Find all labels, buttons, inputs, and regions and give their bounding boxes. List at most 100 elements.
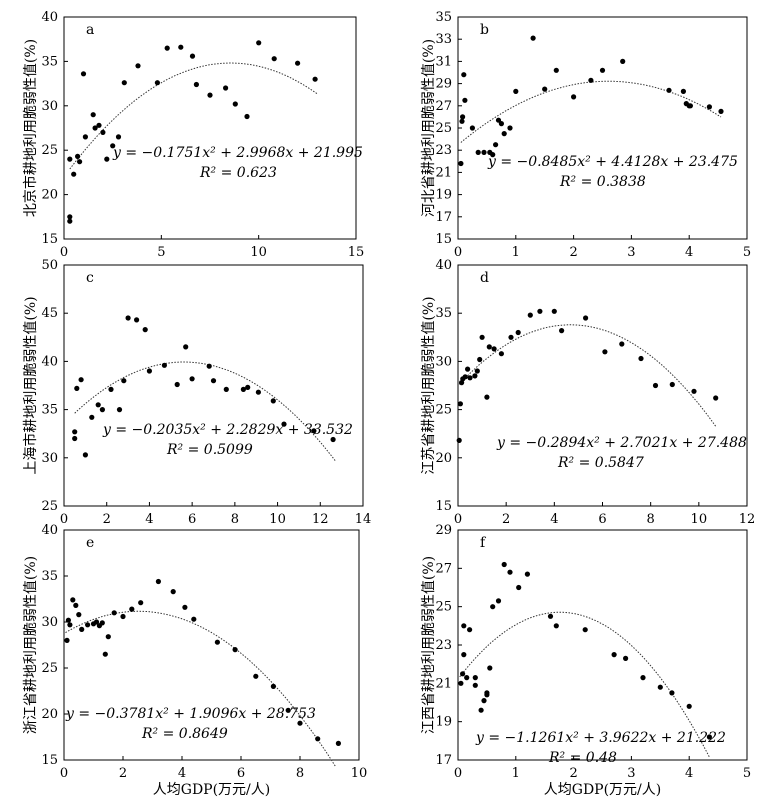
fit-equation-c: y = −0.2035x² + 2.2829x + 33.532	[102, 422, 353, 438]
y-tick-label: 33	[435, 32, 452, 47]
data-point	[472, 373, 478, 379]
y-tick-label: 20	[41, 188, 58, 203]
x-tick-label: 10	[269, 512, 286, 527]
x-tick-label: 10	[351, 766, 368, 781]
fit-equation-e: y = −0.3781x² + 1.9096x + 28.753	[65, 706, 316, 722]
x-tick-label: 2	[103, 512, 111, 527]
data-point	[223, 386, 229, 392]
data-point	[255, 389, 261, 395]
data-point	[507, 569, 513, 575]
x-tick-label: 0	[60, 766, 68, 781]
data-point	[90, 112, 96, 118]
data-point	[67, 214, 73, 220]
data-point	[75, 153, 81, 159]
data-point	[134, 317, 140, 323]
plot-frame-b	[457, 16, 748, 240]
data-point	[691, 388, 697, 394]
r-squared-d: R² = 0.5847	[557, 455, 644, 471]
y-tick-label: 20	[41, 707, 58, 722]
data-point	[85, 622, 91, 628]
data-point	[104, 156, 110, 162]
y-tick-label: 17	[435, 753, 452, 768]
data-point	[599, 67, 606, 73]
data-point	[206, 363, 212, 369]
y-tick-label: 45	[41, 306, 58, 321]
y-tick-label: 27	[435, 99, 452, 114]
data-point	[513, 88, 519, 94]
data-point	[100, 129, 106, 135]
x-tick-label: 6	[237, 766, 245, 781]
data-point	[501, 131, 507, 137]
data-point	[481, 698, 487, 704]
data-point	[245, 384, 251, 390]
data-point	[459, 118, 465, 124]
data-point	[312, 76, 318, 82]
data-point	[82, 134, 88, 140]
data-point	[223, 85, 229, 91]
y-tick-label: 30	[41, 451, 58, 466]
fit-equation-f: y = −1.1261x² + 3.9622x + 21.222	[475, 730, 726, 746]
data-point	[479, 334, 485, 340]
data-point	[271, 56, 277, 62]
data-point	[105, 634, 111, 640]
data-point	[95, 402, 101, 408]
y-tick-label: 15	[41, 753, 58, 768]
data-point	[281, 421, 287, 427]
x-tick-label: 1	[512, 766, 520, 781]
x-tick-label: 5	[743, 245, 751, 260]
data-point	[686, 703, 692, 709]
y-tick-label: 23	[435, 638, 452, 653]
x-tick-label: 2	[569, 245, 577, 260]
data-point	[602, 349, 608, 355]
data-point	[311, 428, 317, 434]
data-point	[189, 53, 196, 59]
data-point	[191, 616, 197, 622]
data-point	[71, 171, 77, 177]
data-point	[461, 652, 467, 658]
data-point	[498, 351, 504, 357]
data-point	[79, 626, 85, 633]
data-point	[713, 395, 719, 401]
data-point	[67, 156, 73, 162]
y-tick-label: 25	[435, 403, 452, 418]
data-point	[475, 149, 481, 155]
y-axis-label-a: 北京市耕地利用脆弱性值(%)	[22, 39, 39, 217]
data-point	[553, 67, 559, 73]
x-tick-label: 3	[627, 766, 635, 781]
data-point	[465, 366, 471, 372]
fit-curve-e	[65, 610, 336, 767]
data-point	[102, 651, 108, 657]
data-point	[121, 378, 127, 384]
data-point	[640, 675, 646, 681]
data-point	[467, 627, 473, 633]
x-tick-label: 8	[296, 766, 304, 781]
data-point	[111, 610, 117, 616]
data-point	[583, 315, 589, 321]
y-tick-label: 40	[41, 523, 58, 538]
data-point	[207, 92, 213, 98]
r-squared-e: R² = 0.8649	[141, 726, 228, 742]
y-tick-label: 35	[435, 10, 452, 25]
data-point	[138, 600, 144, 606]
y-tick-label: 30	[41, 615, 58, 630]
r-squared-a: R² = 0.623	[199, 165, 277, 181]
y-tick-label: 29	[435, 77, 452, 92]
data-point	[551, 308, 557, 314]
data-point	[460, 114, 466, 120]
data-point	[232, 647, 238, 653]
y-axis-label-f: 江西省耕地利用脆弱性值(%)	[420, 556, 437, 734]
data-point	[330, 436, 336, 443]
data-point	[232, 101, 238, 107]
data-point	[120, 613, 126, 620]
data-point	[652, 382, 659, 389]
panel-d: d 江苏省耕地利用脆弱性值(%) y = −0.2894x² + 2.7021x…	[420, 258, 755, 527]
data-point	[559, 328, 565, 334]
data-point	[99, 620, 105, 626]
data-point	[481, 149, 487, 155]
data-point	[93, 619, 100, 625]
data-point	[490, 152, 496, 158]
data-point	[542, 86, 548, 92]
y-tick-label: 30	[435, 354, 452, 369]
data-point	[501, 561, 507, 568]
data-point	[67, 622, 73, 628]
